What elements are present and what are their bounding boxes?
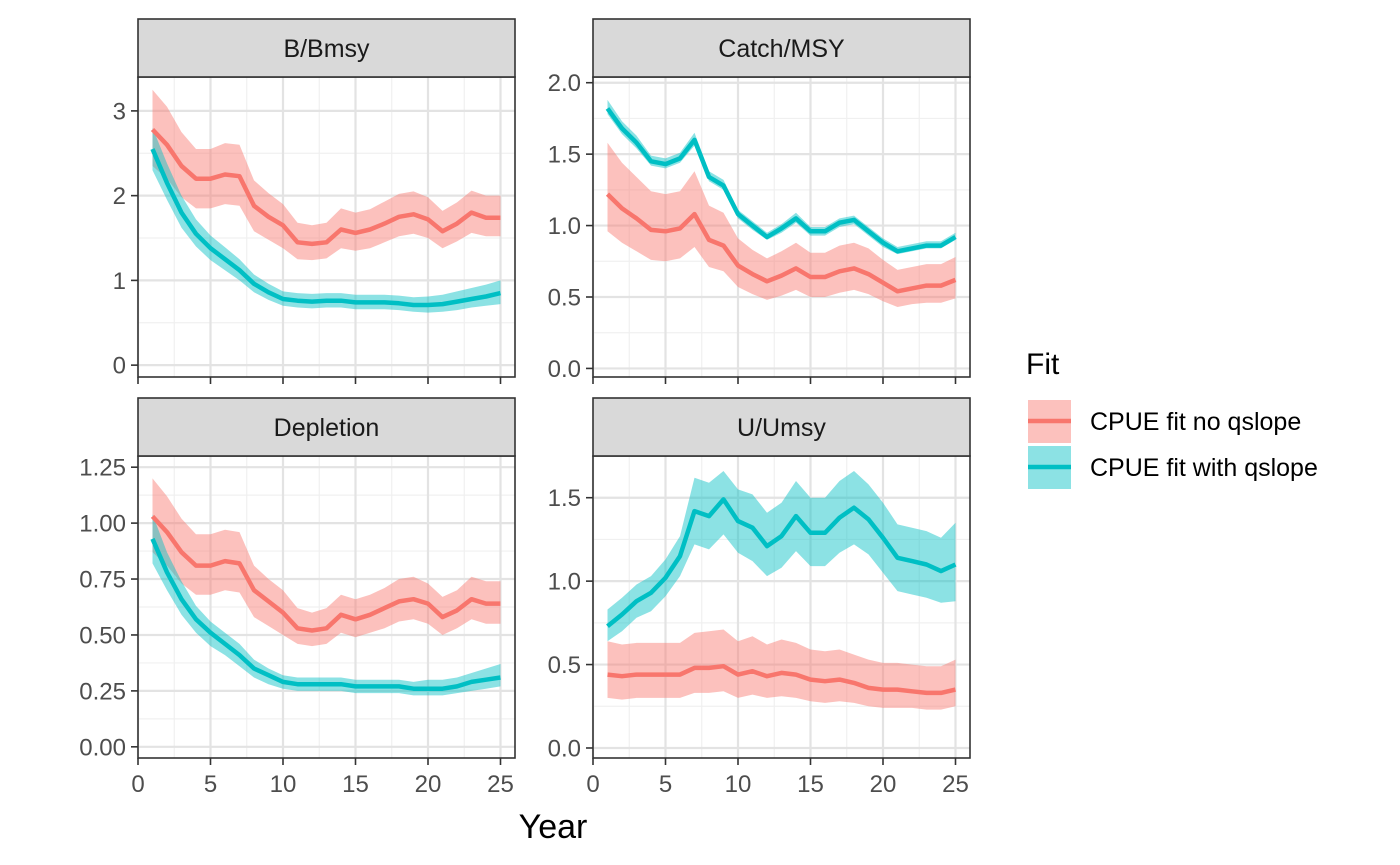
y-axis: 0 1 2 3 <box>113 98 138 380</box>
legend-entry-cpue-fit-no-qslope: CPUE fit no qslope <box>1028 400 1301 443</box>
line-cpue-fit-no-qslope <box>150 127 501 247</box>
panel-b-bmsy: B/Bmsy 0 1 2 3 <box>113 18 516 384</box>
ribbon-cpue-fit-no-qslope <box>152 478 501 647</box>
panel-catch-msy: Catch/MSY 0.0 0.5 1.0 1.5 2.0 <box>548 18 971 384</box>
y-tick-label: 3 <box>113 98 126 125</box>
ribbon-cpue-fit-with-qslope <box>152 514 501 696</box>
y-tick-label: 1 <box>113 268 126 295</box>
x-axis: 0 5 10 15 20 25 <box>586 758 969 798</box>
strip-title-catch-msy: Catch/MSY <box>718 35 845 63</box>
ribbon-cpue-fit-no-qslope <box>607 142 956 307</box>
x-tick-label: 10 <box>725 771 752 798</box>
x-axis-title: Year <box>519 808 588 846</box>
x-tick-label: 15 <box>797 771 824 798</box>
x-tick-label: 20 <box>415 771 442 798</box>
line-cpue-fit-no-qslope <box>150 514 501 633</box>
strip-background <box>137 18 516 78</box>
legend-label: CPUE fit with qslope <box>1090 454 1318 482</box>
minor-gridlines <box>593 77 970 377</box>
legend-entries: CPUE fit no qslope CPUE fit with qslope <box>1028 400 1318 489</box>
strip-title-depletion: Depletion <box>274 414 380 442</box>
x-tick-label: 25 <box>942 771 969 798</box>
strip-background <box>592 397 971 457</box>
y-tick-label: 0.50 <box>79 622 126 649</box>
strip-background <box>592 18 971 78</box>
y-tick-label: 2.0 <box>548 70 581 97</box>
y-tick-label: 0.5 <box>548 652 581 679</box>
y-tick-label: 1.25 <box>79 455 126 482</box>
y-tick-label: 1.0 <box>548 213 581 240</box>
x-axis <box>137 377 502 384</box>
legend-label: CPUE fit no qslope <box>1090 408 1301 436</box>
line-cpue-fit-with-qslope <box>606 497 957 628</box>
y-axis: 0.00 0.25 0.50 0.75 1.00 1.25 <box>79 455 138 761</box>
y-tick-label: 0.25 <box>79 678 126 705</box>
legend-entry-cpue-fit-with-qslope: CPUE fit with qslope <box>1028 446 1318 489</box>
y-tick-label: 0.75 <box>79 567 126 594</box>
x-tick-label: 0 <box>586 771 599 798</box>
x-tick-label: 20 <box>870 771 897 798</box>
line-cpue-fit-with-qslope <box>150 148 502 308</box>
y-tick-label: 1.5 <box>548 485 581 512</box>
line-cpue-fit-no-qslope <box>605 192 957 294</box>
line-cpue-fit-no-qslope <box>607 663 956 696</box>
y-tick-label: 0.0 <box>548 356 581 383</box>
x-tick-label: 5 <box>204 771 217 798</box>
x-axis: 0 5 10 15 20 25 <box>131 758 514 798</box>
ribbon-cpue-fit-with-qslope <box>152 127 501 313</box>
x-tick-label: 5 <box>659 771 672 798</box>
x-tick-label: 0 <box>131 771 144 798</box>
plot-background <box>593 456 970 758</box>
x-tick-label: 10 <box>270 771 297 798</box>
x-tick-label: 25 <box>487 771 514 798</box>
line-cpue-fit-with-qslope <box>150 537 501 691</box>
line-cpue-fit-with-qslope <box>605 107 957 254</box>
y-tick-label: 0.5 <box>548 285 581 312</box>
minor-gridlines <box>138 456 515 758</box>
x-axis <box>592 377 957 384</box>
x-tick-label: 15 <box>342 771 369 798</box>
panels-layer: B/Bmsy 0 1 2 3 Catch/MSY 0.0 0.5 1.0 1.5 2.0 Deplet… <box>79 18 971 798</box>
strip-background <box>137 397 516 457</box>
y-axis: 0.0 0.5 1.0 1.5 <box>548 485 593 762</box>
legend: Fit CPUE fit no qslope CPUE fit with qslo… <box>1026 348 1318 489</box>
y-tick-label: 0.00 <box>79 734 126 761</box>
y-axis: 0.0 0.5 1.0 1.5 2.0 <box>548 70 593 383</box>
panel-depletion: Depletion 0.00 0.25 0.50 0.75 1.00 1.25 0 5 10 15 2… <box>79 397 516 798</box>
panel-u-umsy: U/Umsy 0.0 0.5 1.0 1.5 0 5 10 15 20 25 <box>548 397 971 798</box>
strip-title-b-bmsy: B/Bmsy <box>283 35 370 63</box>
y-tick-label: 2 <box>113 183 126 210</box>
minor-gridlines <box>593 456 970 758</box>
minor-gridlines <box>138 77 515 377</box>
y-tick-label: 0 <box>113 353 126 380</box>
legend-title: Fit <box>1026 348 1060 381</box>
strip-title-u-umsy: U/Umsy <box>737 414 826 442</box>
ribbon-cpue-fit-no-qslope <box>152 89 501 261</box>
y-tick-label: 0.0 <box>548 735 581 762</box>
y-tick-label: 1.00 <box>79 511 126 538</box>
y-tick-label: 1.0 <box>548 569 581 596</box>
y-tick-label: 1.5 <box>548 142 581 169</box>
